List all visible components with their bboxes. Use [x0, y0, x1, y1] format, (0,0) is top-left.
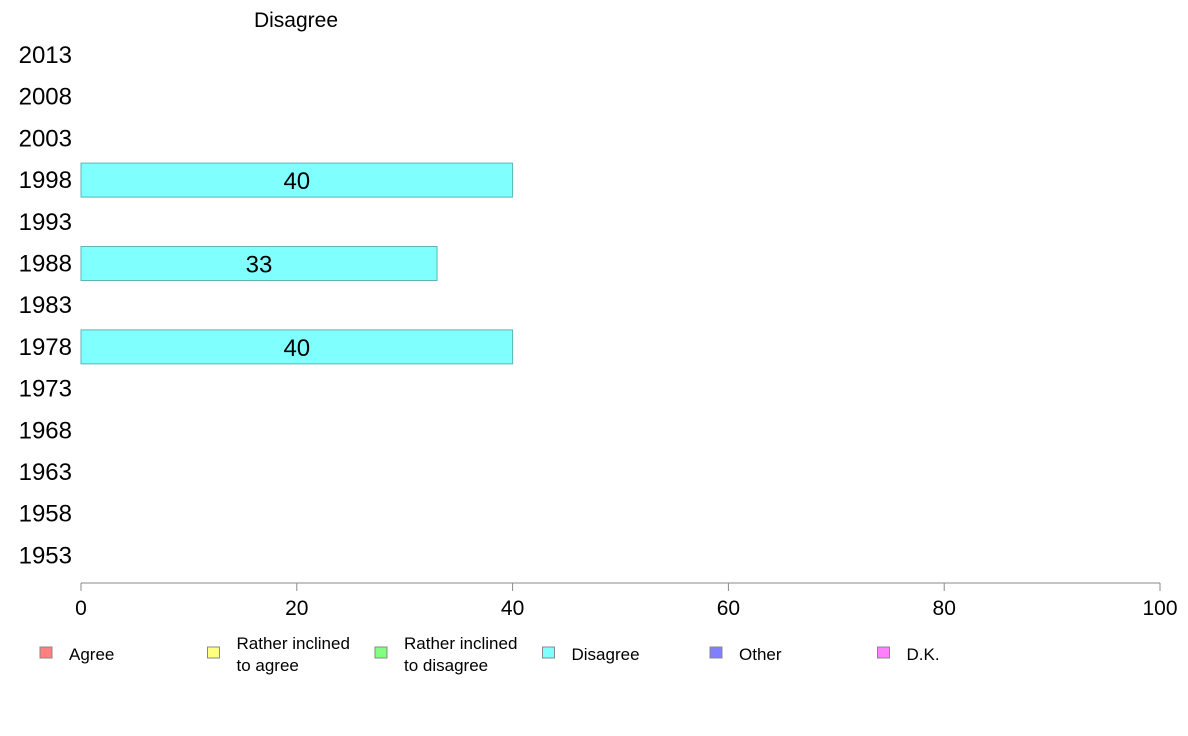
legend-label: Rather inclined	[404, 634, 517, 653]
legend-swatch	[207, 646, 220, 659]
category-label: 1998	[19, 167, 72, 194]
legend-swatch	[39, 646, 53, 659]
legend-label: D.K.	[907, 645, 940, 664]
legend-label: Agree	[69, 645, 114, 664]
bar	[80, 329, 514, 365]
x-tick-label: 80	[933, 597, 956, 620]
bar-value-label: 33	[246, 252, 273, 279]
category-label: 1953	[19, 542, 72, 569]
legend-label: Other	[739, 645, 782, 664]
chart-title: Disagree	[254, 9, 338, 32]
bar	[80, 246, 438, 281]
category-label: 1963	[19, 459, 72, 486]
legend-label: to disagree	[404, 656, 488, 675]
category-label: 1988	[19, 251, 72, 278]
x-tick-label: 100	[1142, 597, 1177, 620]
legend-swatch	[877, 646, 890, 659]
category-label: 1973	[19, 376, 72, 403]
x-tick-label: 40	[501, 597, 524, 620]
category-label: 2013	[19, 42, 72, 69]
bar-value-label: 40	[283, 335, 310, 362]
x-tick-label: 0	[75, 597, 87, 620]
legend-label: Disagree	[572, 645, 640, 664]
category-label: 1993	[19, 209, 72, 236]
legend-label: to agree	[237, 656, 299, 675]
category-label: 1978	[19, 334, 72, 361]
category-label: 1968	[19, 417, 72, 444]
bar-value-label: 40	[283, 168, 310, 195]
x-tick-label: 60	[717, 597, 740, 620]
category-label: 1958	[19, 501, 72, 528]
category-label: 1983	[19, 292, 72, 319]
category-label: 2008	[19, 84, 72, 111]
category-label: 2003	[19, 125, 72, 152]
bar	[80, 162, 514, 198]
legend-swatch	[709, 646, 723, 659]
legend-label: Rather inclined	[237, 634, 350, 653]
legend-swatch	[374, 646, 388, 659]
x-tick-label: 20	[285, 597, 308, 620]
legend-swatch	[542, 646, 555, 659]
